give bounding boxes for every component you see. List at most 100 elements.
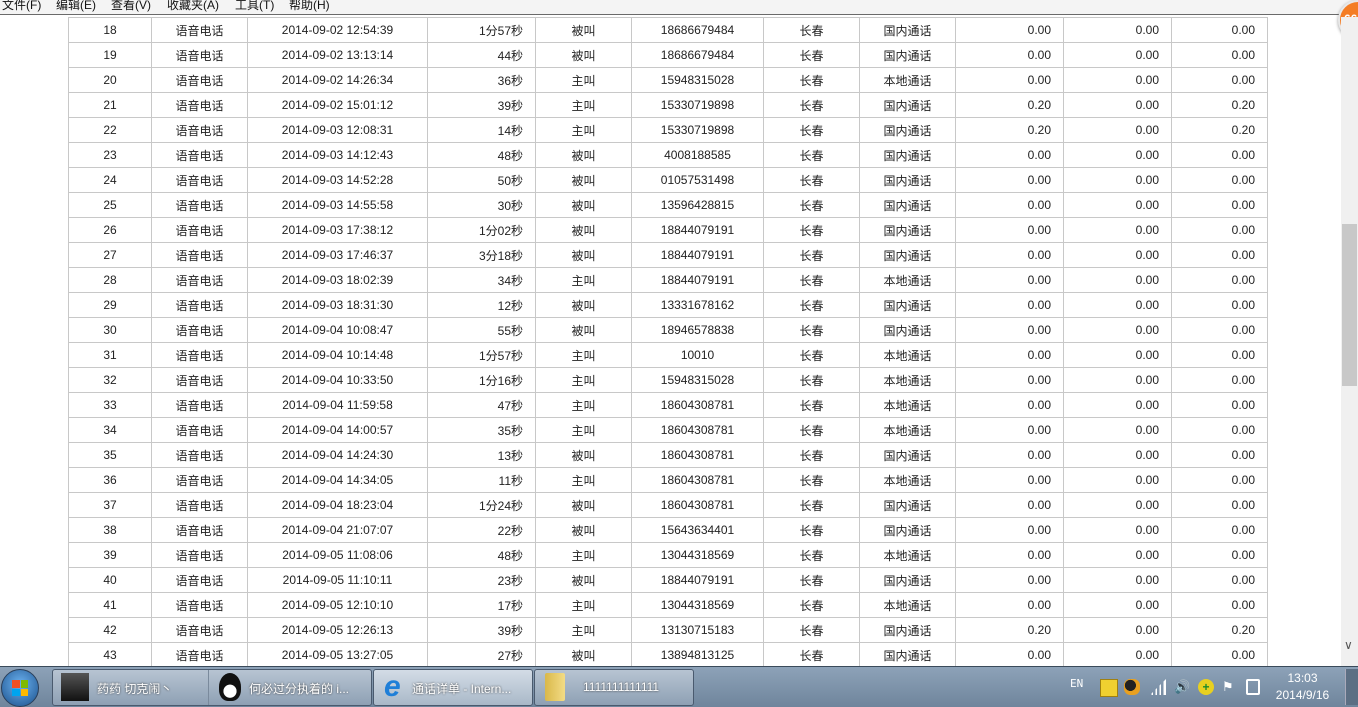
cell-total-fee: 0.00 [1171, 567, 1268, 593]
cell-call-direction: 主叫 [535, 592, 632, 618]
cell-call-type: 语音电话 [151, 17, 248, 43]
cell-total-fee: 0.00 [1171, 517, 1268, 543]
cell-start-time: 2014-09-03 18:02:39 [247, 267, 428, 293]
menu-tools[interactable]: 工具(T) [235, 0, 275, 12]
cell-duration: 48秒 [427, 142, 536, 168]
cell-total-fee: 0.00 [1171, 542, 1268, 568]
cell-extra-fee: 0.00 [1063, 367, 1172, 393]
cell-total-fee: 0.20 [1171, 92, 1268, 118]
cell-location: 长春 [763, 342, 860, 368]
cell-extra-fee: 0.00 [1063, 267, 1172, 293]
menu-view[interactable]: 查看(V) [111, 0, 151, 12]
start-button[interactable] [1, 669, 39, 707]
cell-duration: 17秒 [427, 592, 536, 618]
show-desktop-button[interactable] [1345, 669, 1358, 705]
cell-other-number: 15330719898 [631, 92, 764, 118]
cell-location: 长春 [763, 42, 860, 68]
table-row: 18 语音电话 2014-09-02 12:54:39 1分57秒 被叫 18686679… [68, 17, 1268, 43]
cell-total-fee: 0.20 [1171, 117, 1268, 143]
action-center-flag-icon[interactable]: ⚑ [1222, 679, 1234, 694]
cell-call-direction: 被叫 [535, 292, 632, 318]
cell-location: 长春 [763, 392, 860, 418]
cell-other-number: 18844079191 [631, 217, 764, 243]
cell-location: 长春 [763, 542, 860, 568]
cell-base-fee: 0.00 [955, 142, 1064, 168]
cell-base-fee: 0.00 [955, 592, 1064, 618]
cell-base-fee: 0.00 [955, 267, 1064, 293]
security-guard-icon[interactable]: + [1198, 679, 1214, 695]
clock[interactable]: 13:03 2014/9/16 [1265, 670, 1340, 704]
cell-duration: 22秒 [427, 517, 536, 543]
cell-duration: 23秒 [427, 567, 536, 593]
cell-start-time: 2014-09-02 13:13:14 [247, 42, 428, 68]
cell-start-time: 2014-09-02 12:54:39 [247, 17, 428, 43]
input-method-icon[interactable] [1100, 679, 1118, 697]
table-row: 43 语音电话 2014-09-05 13:27:05 27秒 被叫 1389481312… [68, 642, 1268, 668]
cell-start-time: 2014-09-05 13:27:05 [247, 642, 428, 668]
cell-duration: 30秒 [427, 192, 536, 218]
cell-call-type: 语音电话 [151, 42, 248, 68]
cell-total-fee: 0.00 [1171, 42, 1268, 68]
cell-call-type: 语音电话 [151, 417, 248, 443]
table-row: 32 语音电话 2014-09-04 10:33:50 1分16秒 主叫 15948315… [68, 367, 1268, 393]
cell-extra-fee: 0.00 [1063, 517, 1172, 543]
folder-icon [545, 673, 565, 701]
menu-favorites[interactable]: 收藏夹(A) [167, 0, 219, 12]
cell-location: 长春 [763, 367, 860, 393]
cell-base-fee: 0.00 [955, 442, 1064, 468]
cell-call-category: 国内通话 [859, 517, 956, 543]
network-signal-icon[interactable] [1150, 679, 1166, 695]
cell-call-type: 语音电话 [151, 167, 248, 193]
taskbar-item-chat-2[interactable]: 何必过分执着的 i... [209, 670, 371, 705]
cell-other-number: 15330719898 [631, 117, 764, 143]
language-indicator[interactable]: EN [1070, 677, 1084, 690]
table-row: 22 语音电话 2014-09-03 12:08:31 14秒 主叫 1533071989… [68, 117, 1268, 143]
power-plug-icon[interactable] [1246, 679, 1260, 695]
cell-total-fee: 0.00 [1171, 267, 1268, 293]
scrollbar-thumb[interactable] [1342, 224, 1357, 386]
table-row: 25 语音电话 2014-09-03 14:55:58 30秒 被叫 1359642881… [68, 192, 1268, 218]
cell-total-fee: 0.00 [1171, 317, 1268, 343]
menu-help[interactable]: 帮助(H) [289, 0, 330, 12]
cell-call-category: 本地通话 [859, 67, 956, 93]
cell-call-category: 本地通话 [859, 342, 956, 368]
table-row: 37 语音电话 2014-09-04 18:23:04 1分24秒 被叫 18604308… [68, 492, 1268, 518]
cell-extra-fee: 0.00 [1063, 642, 1172, 668]
cell-start-time: 2014-09-05 12:10:10 [247, 592, 428, 618]
cell-duration: 3分18秒 [427, 242, 536, 268]
vertical-scrollbar[interactable]: ∨ [1341, 17, 1358, 666]
taskbar-item-ie[interactable]: e 通话详单 - Intern... [373, 669, 533, 706]
cell-other-number: 18686679484 [631, 17, 764, 43]
taskbar-item-chat-1[interactable]: 药药 切克闹丶 [53, 670, 209, 705]
cell-location: 长春 [763, 642, 860, 668]
cell-call-type: 语音电话 [151, 217, 248, 243]
cell-location: 长春 [763, 242, 860, 268]
taskbar-item-folder[interactable]: 1111111111111 [534, 669, 694, 706]
table-row: 39 语音电话 2014-09-05 11:08:06 48秒 主叫 1304431856… [68, 542, 1268, 568]
cell-duration: 34秒 [427, 267, 536, 293]
cell-call-type: 语音电话 [151, 342, 248, 368]
volume-icon[interactable]: 🔊 [1174, 679, 1191, 694]
cell-location: 长春 [763, 117, 860, 143]
menu-file[interactable]: 文件(F) [2, 0, 42, 12]
qq-tray-icon[interactable] [1124, 679, 1140, 695]
menu-edit[interactable]: 编辑(E) [56, 0, 96, 12]
cell-call-direction: 被叫 [535, 167, 632, 193]
cell-start-time: 2014-09-05 11:10:11 [247, 567, 428, 593]
cell-call-type: 语音电话 [151, 442, 248, 468]
table-row: 41 语音电话 2014-09-05 12:10:10 17秒 主叫 1304431856… [68, 592, 1268, 618]
scroll-down-arrow-icon[interactable]: ∨ [1344, 638, 1353, 652]
table-row: 34 语音电话 2014-09-04 14:00:57 35秒 主叫 1860430878… [68, 417, 1268, 443]
cell-base-fee: 0.00 [955, 492, 1064, 518]
cell-row-number: 38 [68, 517, 152, 543]
table-row: 27 语音电话 2014-09-03 17:46:37 3分18秒 被叫 18844079… [68, 242, 1268, 268]
cell-row-number: 40 [68, 567, 152, 593]
cell-base-fee: 0.20 [955, 617, 1064, 643]
cell-row-number: 34 [68, 417, 152, 443]
cell-call-direction: 主叫 [535, 417, 632, 443]
table-row: 19 语音电话 2014-09-02 13:13:14 44秒 被叫 1868667948… [68, 42, 1268, 68]
taskbar: 药药 切克闹丶 何必过分执着的 i... e 通话详单 - Intern... … [0, 666, 1358, 707]
cell-extra-fee: 0.00 [1063, 142, 1172, 168]
cell-location: 长春 [763, 17, 860, 43]
cell-location: 长春 [763, 167, 860, 193]
